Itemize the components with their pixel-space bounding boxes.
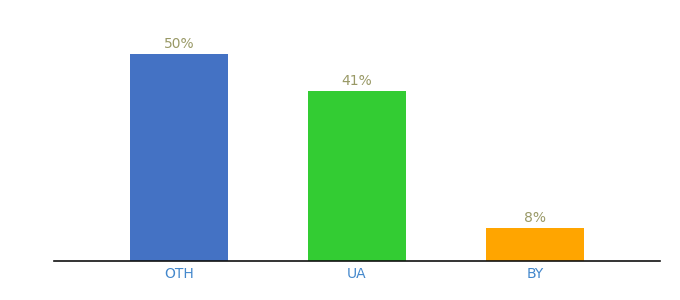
Text: 50%: 50%: [164, 37, 194, 51]
Bar: [486, 228, 584, 261]
Text: 8%: 8%: [524, 211, 546, 225]
Text: 41%: 41%: [341, 74, 373, 88]
Bar: [130, 54, 228, 261]
Bar: [308, 91, 406, 261]
